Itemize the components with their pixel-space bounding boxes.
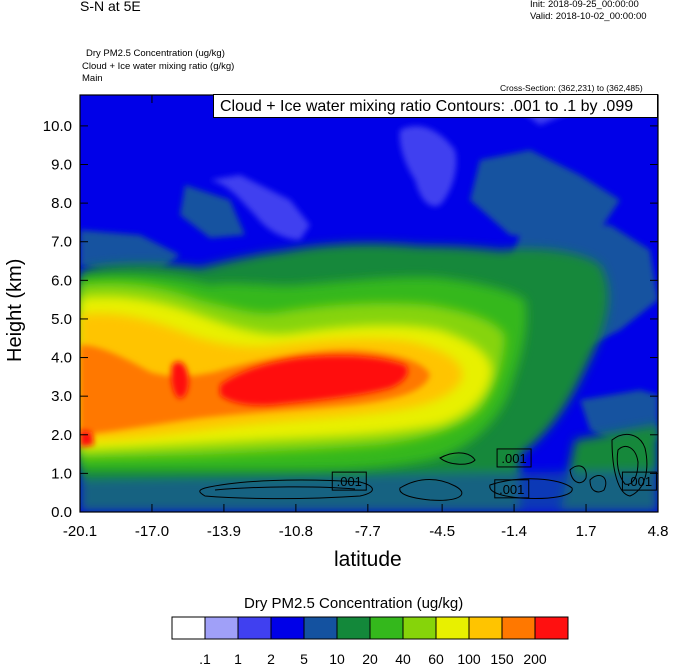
field-label-main: Main <box>82 73 103 84</box>
cloud-contours <box>199 433 648 501</box>
y-tick-label: 9.0 <box>51 157 72 174</box>
colorbar-swatch <box>237 616 272 640</box>
init-time: Init: 2018-09-25_00:00:00 <box>530 0 639 10</box>
colorbar-level-label: 5 <box>300 651 308 667</box>
x-tick-label: 1.7 <box>576 523 597 540</box>
contour-label: .001 <box>494 479 530 499</box>
contour-info-box: Cloud + Ice water mixing ratio Contours:… <box>213 94 658 118</box>
y-tick-label: 5.0 <box>51 311 72 328</box>
x-axis-label: latitude <box>334 548 402 571</box>
colorbar-swatch <box>402 616 437 640</box>
x-tick-label: -20.1 <box>63 523 97 540</box>
x-tick-label: -4.5 <box>429 523 455 540</box>
contour-label: .001 <box>331 471 367 491</box>
svg-text:.001: .001 <box>627 474 652 489</box>
colorbar-swatch <box>501 616 536 640</box>
y-tick-label: 6.0 <box>51 272 72 289</box>
colorbar-level-label: 60 <box>428 651 444 667</box>
colorbar-swatch <box>468 616 503 640</box>
colorbar-level-label: 200 <box>523 651 547 667</box>
colorbar-level-label: .1 <box>199 651 211 667</box>
contour-label: .001 <box>621 471 657 491</box>
y-tick-label: 3.0 <box>51 388 72 405</box>
cross-section-label: Cross-Section: (362,231) to (362,485) <box>500 83 643 93</box>
x-tick-label: -7.7 <box>355 523 381 540</box>
y-tick-label: 0.0 <box>51 504 72 521</box>
colorbar-swatch <box>171 616 206 640</box>
y-tick-label: 1.0 <box>51 465 72 482</box>
colorbar-level-label: 2 <box>267 651 275 667</box>
plot-title: S-N at 5E <box>80 0 141 14</box>
svg-text:.001: .001 <box>499 482 524 497</box>
x-tick-label: -10.8 <box>279 523 313 540</box>
colorbar-swatch <box>204 616 239 640</box>
colorbar-level-label: 20 <box>362 651 378 667</box>
svg-text:.001: .001 <box>337 474 362 489</box>
y-tick-label: 8.0 <box>51 195 72 212</box>
colorbar: .1 1 2 5 10 20 40 60 100 150 200 <box>171 616 569 667</box>
colorbar-swatch <box>435 616 470 640</box>
colorbar-level-label: 10 <box>329 651 345 667</box>
x-tick-label: -1.4 <box>501 523 527 540</box>
y-tick-label: 2.0 <box>51 427 72 444</box>
field-label-pm25: Dry PM2.5 Concentration (ug/kg) <box>86 48 225 59</box>
colorbar-title: Dry PM2.5 Concentration (ug/kg) <box>244 595 464 612</box>
colorbar-swatch <box>534 616 569 640</box>
y-axis-label: Height (km) <box>4 258 26 362</box>
y-tick-label: 4.0 <box>51 350 72 367</box>
axes: -20.1 -17.0 -13.9 -10.8 -7.7 -4.5 -1.4 1.7 4.8 0.… <box>43 95 669 540</box>
contour-labels: .001 .001 .001 .001 <box>331 448 657 499</box>
svg-text:.001: .001 <box>501 451 526 466</box>
contour-label: .001 <box>496 448 532 468</box>
x-tick-label: 4.8 <box>648 523 669 540</box>
colorbar-swatch <box>270 616 305 640</box>
colorbar-swatch <box>303 616 338 640</box>
colorbar-level-label: 1 <box>234 651 242 667</box>
colorbar-swatch <box>369 616 404 640</box>
concentration-field <box>80 95 658 512</box>
valid-time: Valid: 2018-10-02_00:00:00 <box>530 11 647 22</box>
x-tick-label: -13.9 <box>207 523 241 540</box>
y-tick-label: 7.0 <box>51 234 72 251</box>
colorbar-level-label: 150 <box>490 651 514 667</box>
colorbar-level-label: 100 <box>457 651 481 667</box>
x-tick-label: -17.0 <box>135 523 169 540</box>
colorbar-level-label: 40 <box>395 651 411 667</box>
field-label-cloud: Cloud + Ice water mixing ratio (g/kg) <box>82 61 235 72</box>
y-tick-label: 10.0 <box>43 118 72 135</box>
colorbar-swatch <box>336 616 371 640</box>
